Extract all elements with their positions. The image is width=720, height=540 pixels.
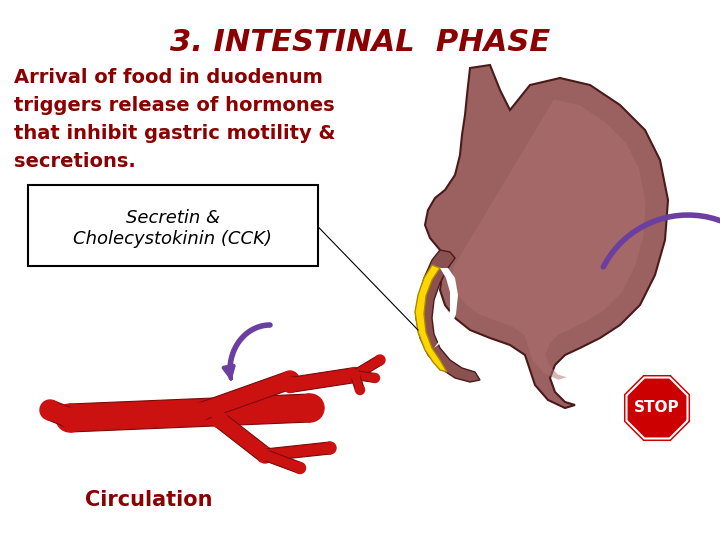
Circle shape [350,370,360,380]
Circle shape [281,371,299,389]
Text: Secretin &: Secretin & [126,210,220,227]
Circle shape [351,370,359,380]
Circle shape [348,368,362,382]
Polygon shape [416,250,480,382]
Circle shape [296,394,324,422]
Circle shape [324,442,336,454]
FancyBboxPatch shape [28,185,318,266]
Polygon shape [626,377,688,438]
Circle shape [282,377,297,393]
Circle shape [259,449,271,461]
Polygon shape [69,394,310,432]
Polygon shape [197,372,293,421]
Polygon shape [352,356,382,379]
Circle shape [375,355,385,365]
Polygon shape [354,370,376,382]
Polygon shape [263,450,302,473]
Polygon shape [351,374,364,391]
Circle shape [259,449,271,461]
Polygon shape [452,99,646,380]
Polygon shape [289,368,356,393]
Circle shape [351,370,359,380]
Circle shape [40,400,60,420]
Text: 3. INTESTINAL  PHASE: 3. INTESTINAL PHASE [170,28,550,57]
Polygon shape [215,414,270,461]
Circle shape [356,386,364,395]
Circle shape [294,462,305,474]
Text: STOP: STOP [634,401,680,415]
Circle shape [56,404,84,432]
Polygon shape [264,442,330,461]
Text: Arrival of food in duodenum
triggers release of hormones
that inhibit gastric mo: Arrival of food in duodenum triggers rel… [14,68,336,171]
Polygon shape [46,401,73,427]
Circle shape [257,447,273,463]
Circle shape [212,412,228,428]
Circle shape [371,374,379,382]
Circle shape [60,408,80,428]
Text: Cholecystokinin (CCK): Cholecystokinin (CCK) [73,231,272,248]
Polygon shape [622,373,692,443]
Text: Circulation: Circulation [85,490,212,510]
Circle shape [191,403,209,421]
Polygon shape [425,65,668,408]
Polygon shape [415,265,447,372]
Polygon shape [434,268,458,348]
